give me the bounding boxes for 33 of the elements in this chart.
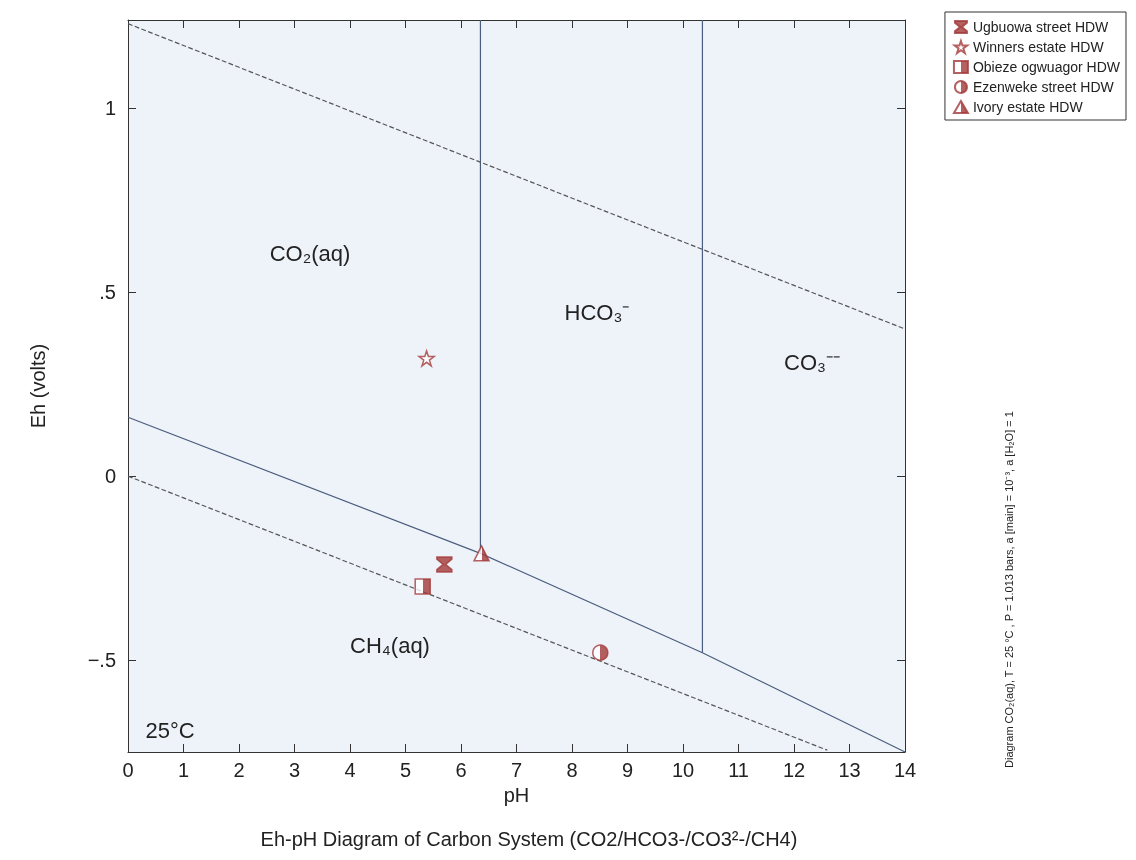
legend-label: Winners estate HDW [972, 39, 1105, 55]
x-tick-label: 10 [671, 759, 695, 781]
annotation: HCO₃⁻ [564, 299, 630, 325]
legend-label: Ugbuowa street HDW [972, 19, 1110, 35]
annotation: CO₃⁻⁻ [784, 349, 840, 375]
x-tick-label: 4 [344, 759, 356, 781]
legend-label: Ezenweke street HDW [972, 79, 1115, 95]
y-tick-label: 0 [104, 465, 116, 488]
text: Diagram CO₂(aq), T = 25 °C , P = 1.013 bars, a [main] = 10⁻³, a [H₂O] = 1 [1002, 411, 1015, 768]
annotation: 25°C [145, 717, 195, 743]
x-tick-label: 7 [510, 759, 523, 781]
x-tick-label: 2 [233, 759, 245, 781]
x-tick-label: 14 [893, 759, 917, 781]
legend-label: Obieze ogwuagor HDW [972, 59, 1121, 75]
annotation: CH₄(aq) [350, 632, 430, 658]
y-tick-label: 1 [104, 97, 116, 120]
y-tick-label: .5 [99, 281, 116, 304]
legend-label: Ivory estate HDW [972, 99, 1084, 115]
x-tick-label: 3 [288, 759, 301, 781]
x-tick-label: 6 [455, 759, 467, 781]
y-tick-label: −.5 [87, 649, 116, 672]
y-axis-title: Eh (volts) [27, 343, 49, 429]
x-tick-label: 5 [399, 759, 412, 781]
x-tick-label: 1 [177, 759, 190, 781]
x-axis-title: pH [503, 783, 530, 806]
x-tick-label: 11 [728, 759, 749, 781]
annotation: CO₂(aq) [269, 240, 351, 266]
x-tick-label: 12 [782, 759, 806, 781]
x-tick-label: 9 [621, 759, 634, 781]
x-tick-label: 0 [122, 759, 134, 781]
text: Eh-pH Diagram of Carbon System (CO2/HCO3-/CO3²-/CH4) [260, 828, 798, 850]
x-tick-label: 13 [838, 759, 861, 781]
x-tick-label: 8 [566, 759, 578, 781]
